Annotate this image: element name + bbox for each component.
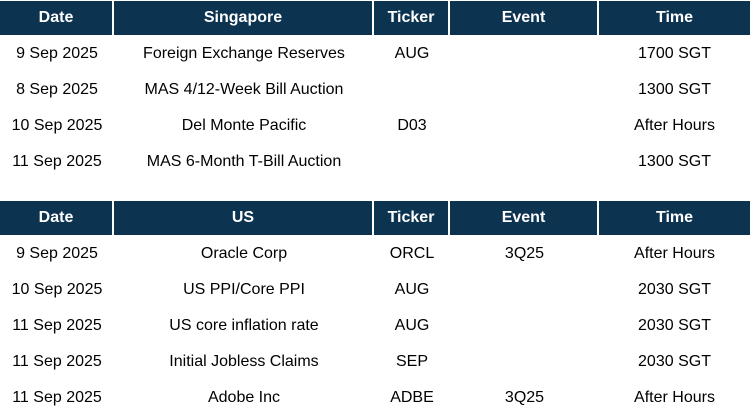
table-header-row: Date Singapore Ticker Event Time <box>0 0 750 36</box>
cell-event <box>450 344 599 380</box>
cell-ticker: AUG <box>394 45 430 62</box>
cell-date: 10 Sep 2025 <box>11 281 103 298</box>
cell-event: 3Q25 <box>504 245 545 262</box>
cell-name: MAS 6-Month T-Bill Auction <box>146 153 342 170</box>
column-header-singapore: Singapore <box>114 0 374 36</box>
cell-time: 2030 SGT <box>638 317 711 334</box>
us-calendar-table: Date US Ticker Event Time 9 Sep 2025 Ora… <box>0 200 750 416</box>
table-row: 9 Sep 2025 Oracle Corp ORCL 3Q25 After H… <box>0 236 750 272</box>
cell-name: Initial Jobless Claims <box>169 353 319 370</box>
cell-date: 11 Sep 2025 <box>12 153 102 170</box>
column-header-time: Time <box>599 0 750 36</box>
cell-event: 3Q25 <box>504 389 545 406</box>
table-row: 10 Sep 2025 US PPI/Core PPI AUG 2030 SGT <box>0 272 750 308</box>
cell-date: 8 Sep 2025 <box>16 81 98 98</box>
cell-date: 9 Sep 2025 <box>16 245 98 262</box>
column-header-event: Event <box>450 0 599 36</box>
cell-name: Oracle Corp <box>200 245 288 262</box>
cell-date: 10 Sep 2025 <box>11 117 103 134</box>
cell-event <box>450 36 599 72</box>
cell-event <box>450 72 599 108</box>
cell-time: 2030 SGT <box>638 353 711 370</box>
cell-date: 11 Sep 2025 <box>12 389 102 406</box>
cell-ticker: D03 <box>397 117 427 134</box>
table-row: 9 Sep 2025 Foreign Exchange Reserves AUG… <box>0 36 750 72</box>
cell-name: Del Monte Pacific <box>181 117 307 134</box>
cell-ticker: ADBE <box>390 389 434 406</box>
column-header-date: Date <box>0 200 114 236</box>
cell-ticker: ORCL <box>389 245 435 262</box>
cell-ticker: AUG <box>394 281 430 298</box>
cell-time: 2030 SGT <box>638 281 711 298</box>
column-header-date: Date <box>0 0 114 36</box>
table-row: 11 Sep 2025 US core inflation rate AUG 2… <box>0 308 750 344</box>
cell-time: After Hours <box>634 245 715 262</box>
cell-ticker <box>374 72 450 108</box>
table-row: 11 Sep 2025 Initial Jobless Claims SEP 2… <box>0 344 750 380</box>
cell-ticker: SEP <box>395 353 428 370</box>
cell-ticker <box>374 144 450 180</box>
cell-date: 11 Sep 2025 <box>12 317 102 334</box>
cell-time: After Hours <box>634 389 715 406</box>
cell-time: 1300 SGT <box>638 81 711 98</box>
cell-ticker: AUG <box>394 317 430 334</box>
table-row: 11 Sep 2025 Adobe Inc ADBE 3Q25 After Ho… <box>0 380 750 416</box>
cell-name: MAS 4/12-Week Bill Auction <box>144 81 344 98</box>
cell-time: 1300 SGT <box>638 153 711 170</box>
cell-event <box>450 108 599 144</box>
table-row: 8 Sep 2025 MAS 4/12-Week Bill Auction 13… <box>0 72 750 108</box>
cell-event <box>450 272 599 308</box>
column-header-ticker: Ticker <box>374 0 450 36</box>
cell-date: 9 Sep 2025 <box>16 45 98 62</box>
column-header-event: Event <box>450 200 599 236</box>
cell-name: US core inflation rate <box>169 317 319 334</box>
column-header-ticker: Ticker <box>374 200 450 236</box>
cell-event <box>450 144 599 180</box>
cell-time: 1700 SGT <box>638 45 711 62</box>
cell-event <box>450 308 599 344</box>
table-row: 11 Sep 2025 MAS 6-Month T-Bill Auction 1… <box>0 144 750 180</box>
table-row: 10 Sep 2025 Del Monte Pacific D03 After … <box>0 108 750 144</box>
cell-name: Foreign Exchange Reserves <box>143 45 345 62</box>
cell-name: Adobe Inc <box>207 389 281 406</box>
table-header-row: Date US Ticker Event Time <box>0 200 750 236</box>
cell-name: US PPI/Core PPI <box>183 281 305 298</box>
column-header-time: Time <box>599 200 750 236</box>
singapore-calendar-table: Date Singapore Ticker Event Time 9 Sep 2… <box>0 0 750 180</box>
column-header-us: US <box>114 200 374 236</box>
cell-time: After Hours <box>634 117 715 134</box>
cell-date: 11 Sep 2025 <box>12 353 102 370</box>
